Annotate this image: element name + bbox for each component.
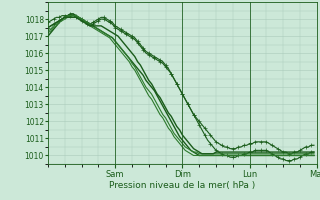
X-axis label: Pression niveau de la mer( hPa ): Pression niveau de la mer( hPa ) xyxy=(109,181,256,190)
